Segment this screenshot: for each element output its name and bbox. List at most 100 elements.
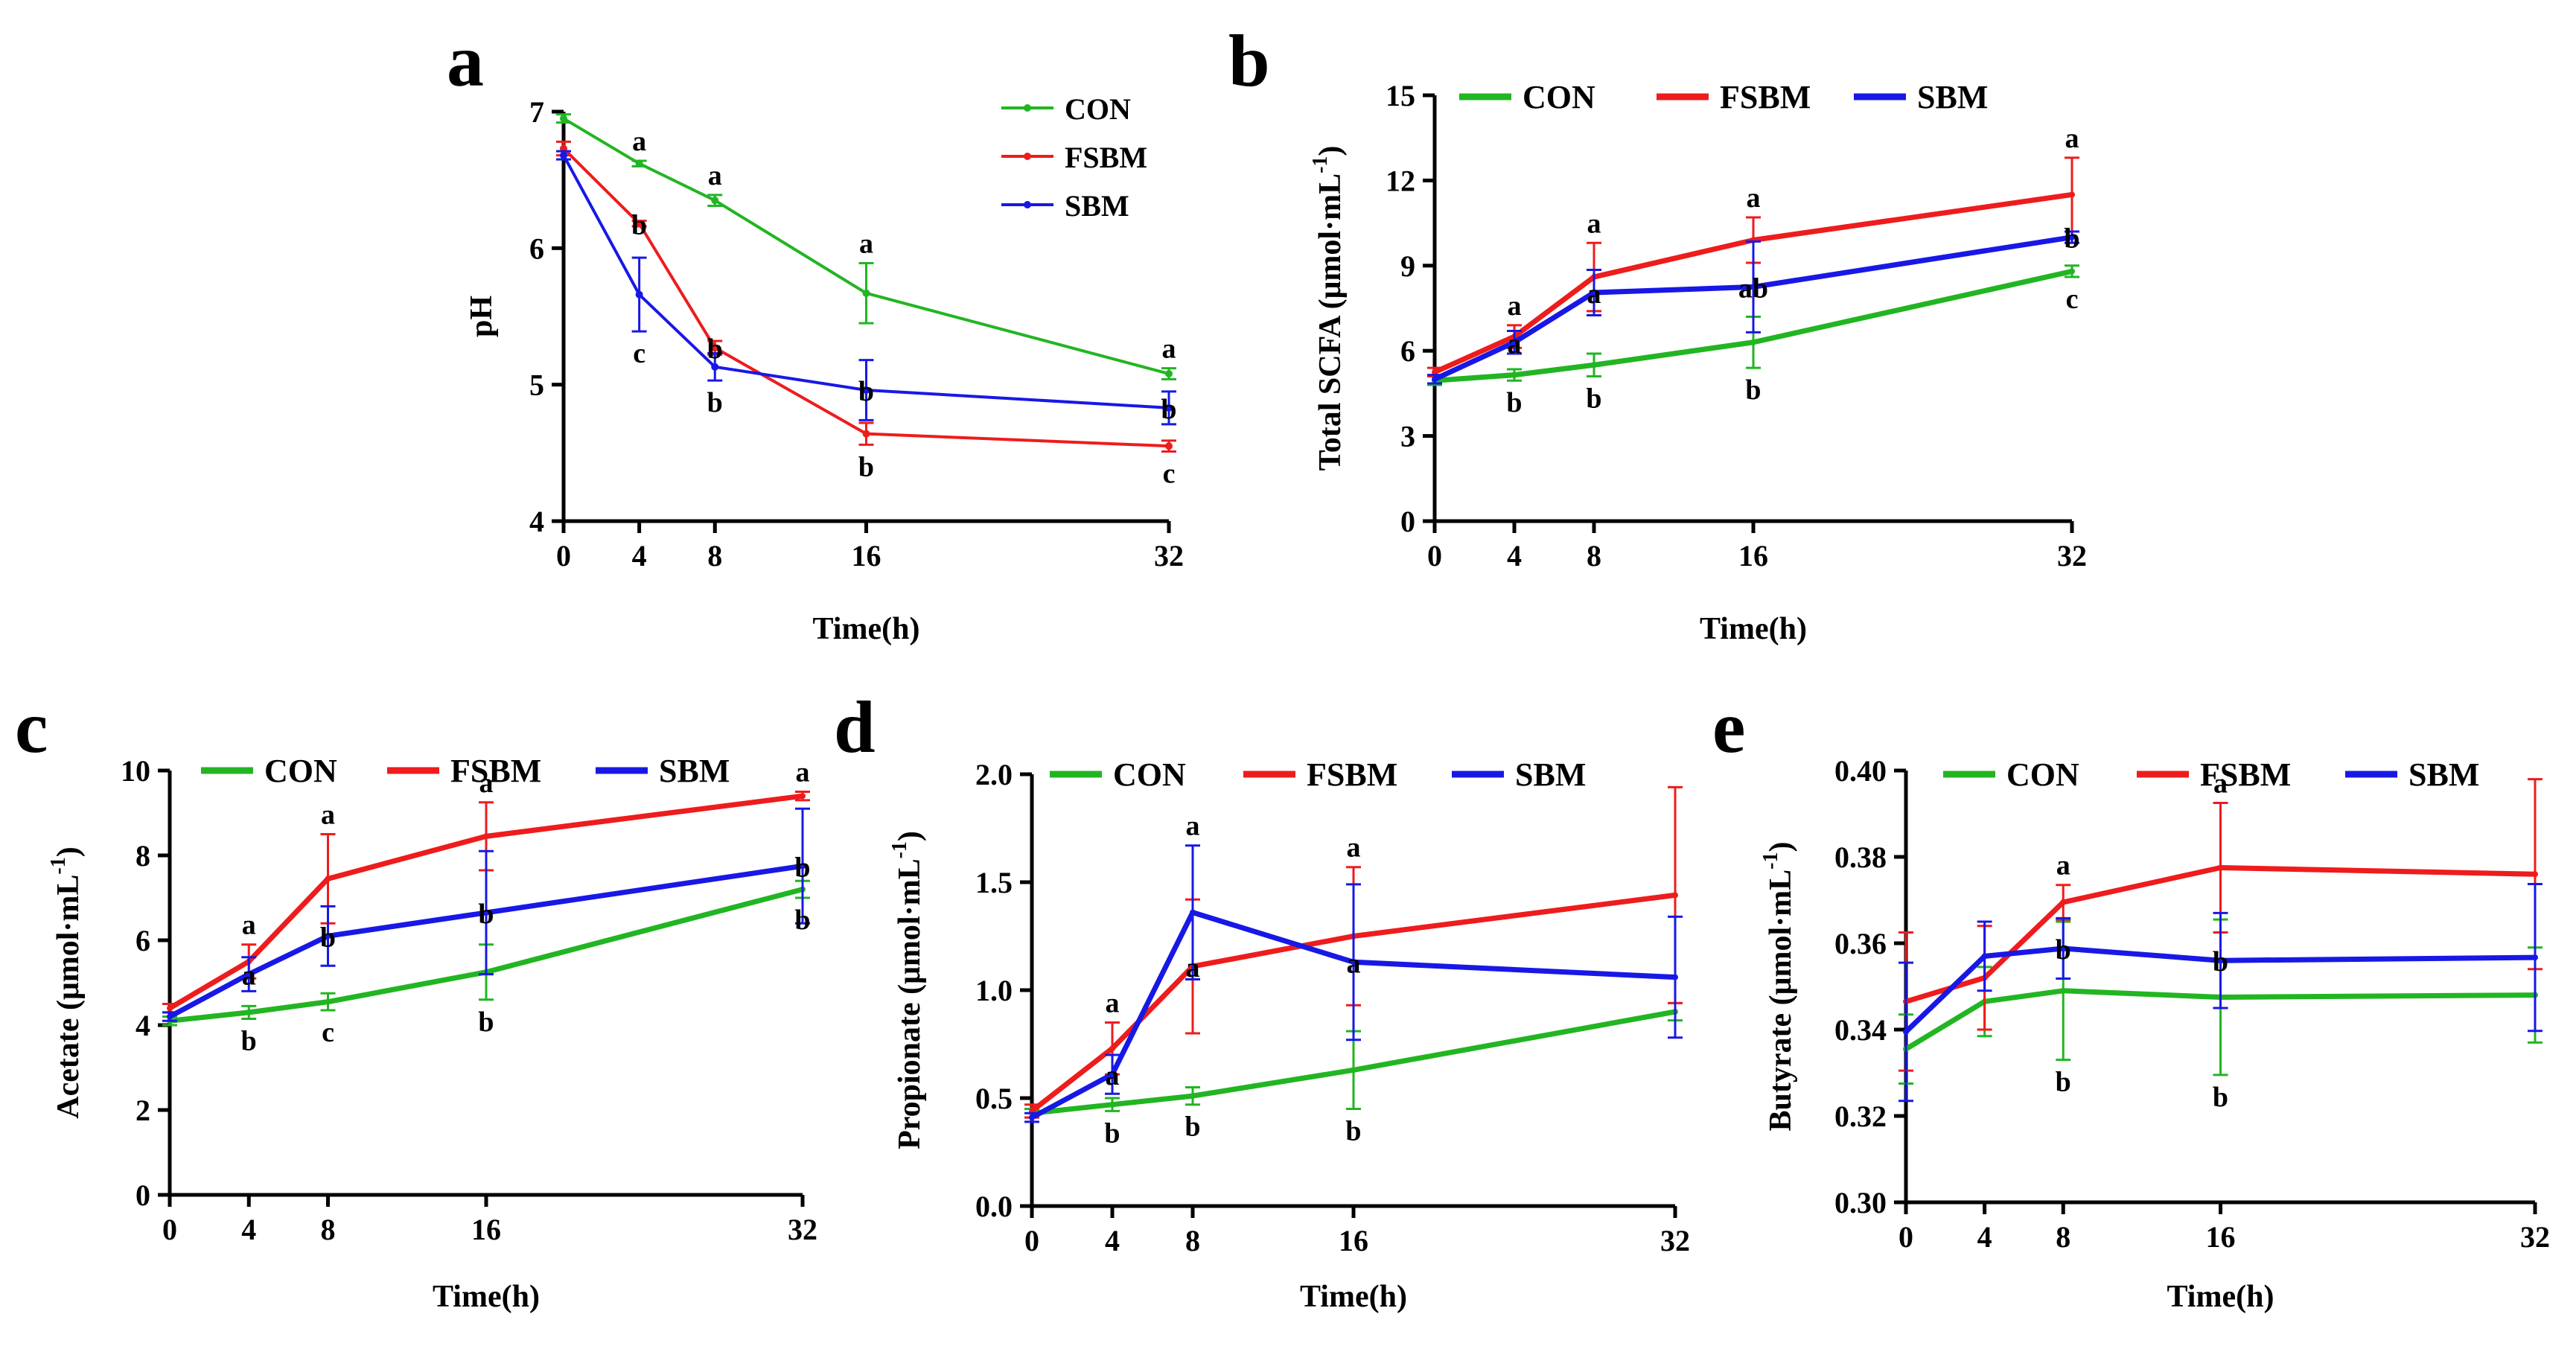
significance-label: b	[794, 905, 810, 936]
data-point	[800, 793, 806, 800]
x-tick-label: 16	[471, 1213, 501, 1246]
data-point	[1351, 1067, 1356, 1074]
significance-label: a	[1106, 988, 1120, 1019]
x-tick-label: 0	[1427, 539, 1442, 572]
x-tick-label: 32	[788, 1213, 817, 1246]
data-point	[246, 1009, 252, 1015]
y-axis-title-main: Total SCFA (μmol·mL	[1313, 173, 1348, 471]
y-tick-label: 6	[529, 232, 544, 265]
data-point	[1190, 909, 1196, 916]
series-con	[556, 113, 1176, 380]
data-point	[1165, 442, 1173, 450]
x-axis-title: Time(h)	[2167, 1280, 2274, 1314]
significance-label: a	[632, 126, 646, 157]
significance-label: a	[1162, 334, 1176, 365]
significance-label: b	[1185, 1111, 1200, 1143]
series-sbm	[1898, 883, 2542, 1103]
panel-letter: e	[1712, 686, 1745, 768]
legend: CON FSBM SBM	[1001, 92, 1147, 223]
legend-label: FSBM	[450, 753, 541, 789]
data-point	[862, 386, 870, 394]
x-tick-label: 16	[852, 539, 881, 572]
y-tick-label: 3	[1400, 420, 1415, 453]
legend-marker	[1024, 153, 1031, 160]
legend-item-sbm: SBM	[596, 753, 730, 789]
significance-label: c	[2066, 284, 2079, 315]
x-axis-title: Time(h)	[433, 1280, 540, 1314]
data-point	[1672, 974, 1678, 980]
significance-label: b	[1345, 1116, 1361, 1147]
x-tick-label: 8	[321, 1213, 336, 1246]
significance-label: c	[1163, 459, 1176, 490]
legend: CON FSBM SBM	[1459, 79, 1988, 115]
legend-item-sbm: SBM	[1854, 79, 1988, 115]
significance-label: b	[478, 1007, 494, 1038]
significance-label: b	[858, 376, 874, 407]
legend-label: CON	[264, 753, 337, 789]
legend-item-fsbm: FSBM	[1001, 141, 1147, 174]
y-axis-title-sup: -1	[1759, 852, 1782, 870]
data-point	[1591, 362, 1597, 369]
significance-label: b	[707, 334, 723, 365]
y-tick-label: 0	[136, 1178, 150, 1212]
x-axis-title: Time(h)	[1300, 1280, 1407, 1314]
y-tick-label: 8	[136, 839, 150, 873]
significance-label: a	[1186, 811, 1200, 842]
data-point	[1903, 1028, 1909, 1035]
x-tick-label: 8	[707, 539, 722, 572]
significance-label: a	[1347, 832, 1361, 864]
data-point	[246, 971, 252, 977]
y-axis-title-main: Acetate (μmol·mL	[51, 875, 86, 1119]
data-point	[1750, 339, 1756, 345]
legend-item-con: CON	[1459, 79, 1595, 115]
y-tick-label: 0	[1400, 505, 1415, 538]
y-axis-title-main: pH	[465, 296, 499, 337]
data-point	[2060, 899, 2067, 905]
x-tick-label: 8	[2056, 1220, 2070, 1254]
legend-item-con: CON	[201, 753, 337, 789]
legend-label: FSBM	[1307, 756, 1397, 793]
x-tick-label: 4	[632, 539, 647, 572]
data-point	[167, 1013, 173, 1020]
data-point	[2069, 234, 2075, 240]
x-tick-label: 32	[2057, 539, 2087, 572]
data-point	[1750, 284, 1756, 290]
y-axis-title: Total SCFA (μmol·mL-1)	[1309, 146, 1348, 471]
data-point	[2069, 191, 2075, 198]
y-tick-label: 1.5	[975, 866, 1013, 899]
legend-marker	[1024, 104, 1031, 112]
significance-label: a	[2213, 768, 2228, 800]
legend-item-sbm: SBM	[1452, 756, 1586, 793]
significance-label: a	[1587, 208, 1601, 239]
data-point	[711, 197, 719, 205]
significance-label: a	[796, 757, 810, 788]
significance-label: b	[707, 387, 723, 418]
x-tick-label: 32	[1660, 1224, 1690, 1257]
panel-letter: d	[834, 686, 876, 768]
legend-label: SBM	[1917, 79, 1988, 115]
legend-label: SBM	[659, 753, 730, 789]
data-point	[1981, 953, 1988, 960]
significance-label: b	[241, 1025, 257, 1056]
legend-label: FSBM	[1065, 141, 1147, 174]
y-tick-label: 0.5	[975, 1082, 1013, 1115]
series-sbm	[162, 807, 810, 1022]
legend-label: SBM	[1515, 756, 1586, 793]
data-point	[2060, 945, 2067, 951]
significance-label: b	[2064, 223, 2079, 255]
significance-label: a	[2056, 850, 2070, 881]
x-tick-label: 0	[1898, 1220, 1913, 1254]
y-tick-label: 4	[136, 1009, 150, 1042]
y-axis-title: Acetate (μmol·mL-1)	[47, 846, 86, 1119]
x-tick-label: 8	[1185, 1224, 1200, 1257]
legend-item-con: CON	[1943, 756, 2079, 793]
y-axis-title-sup: -1	[47, 857, 70, 874]
data-point	[1511, 339, 1517, 345]
x-tick-label: 16	[1339, 1224, 1368, 1257]
y-tick-label: 0.0	[975, 1190, 1013, 1223]
x-axis-title: Time(h)	[813, 612, 920, 646]
legend-item-sbm: SBM	[1001, 189, 1129, 223]
data-point	[635, 220, 643, 228]
data-point	[2060, 987, 2067, 994]
